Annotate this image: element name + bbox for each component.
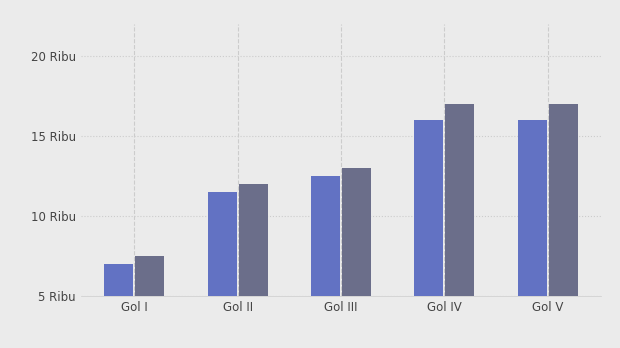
Bar (549, 104, 578, 296)
Bar (208, 192, 237, 296)
Bar (311, 176, 340, 296)
Bar (104, 264, 133, 296)
Bar (135, 256, 164, 296)
Bar (445, 104, 474, 296)
Bar (239, 184, 268, 296)
Bar (342, 168, 371, 296)
Bar (414, 120, 443, 296)
Bar (518, 120, 547, 296)
